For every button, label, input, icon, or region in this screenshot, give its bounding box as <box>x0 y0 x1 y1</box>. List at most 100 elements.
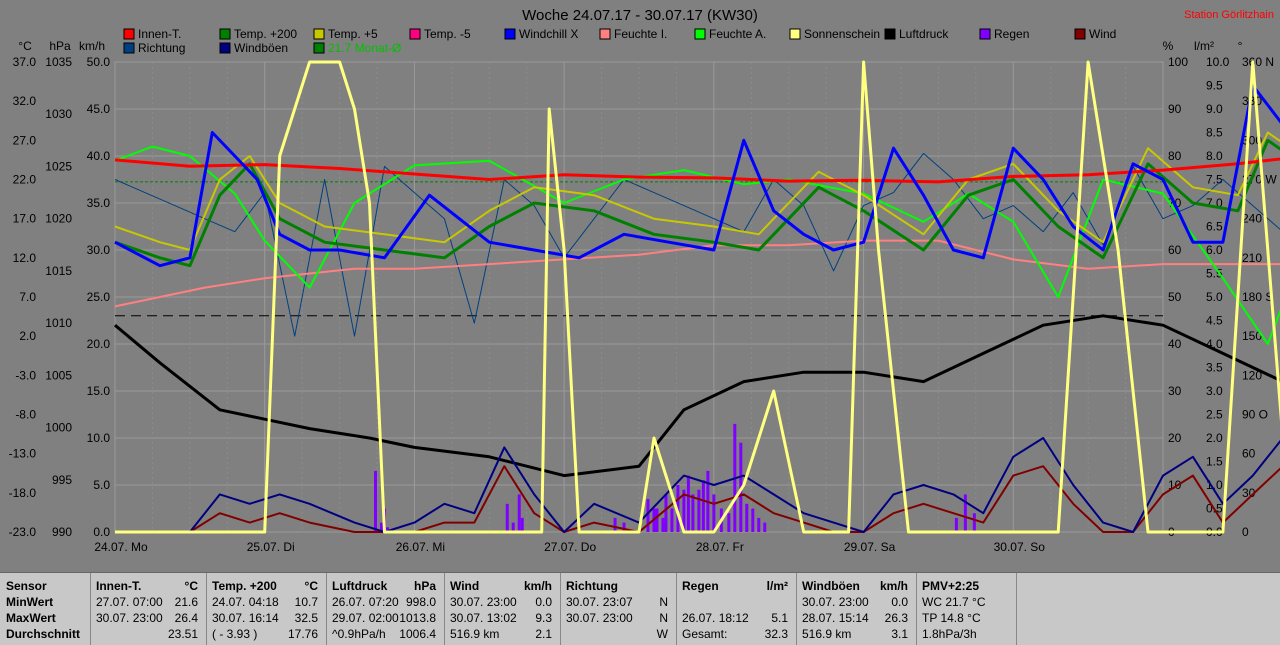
summary-cell: PMV+2:25 <box>922 579 980 593</box>
day-label: 28.07. Fr <box>696 540 744 554</box>
series-line <box>114 84 1280 268</box>
rain-bar <box>385 527 389 532</box>
summary-column: Wind km/h 30.07. 23:00 0.0 30.07. 13:02 9.3 51… <box>444 573 561 645</box>
rain-bar <box>374 470 378 532</box>
tick-dir: 240 <box>1242 212 1262 226</box>
summary-cell: MaxWert <box>6 611 56 625</box>
summary-value: 3.1 <box>891 627 908 641</box>
tick-temp: 7.0 <box>19 290 36 304</box>
tick-rain: 9.0 <box>1206 102 1223 116</box>
legend-swatch <box>979 28 991 40</box>
summary-value: l/m² <box>766 579 788 593</box>
summary-cell: Windböen <box>802 579 860 593</box>
tick-dir: 0 <box>1242 525 1249 539</box>
unit-dir: ° <box>1238 39 1243 53</box>
summary-column: Luftdruck hPa 26.07. 07:20 998.0 29.07. 02:0… <box>326 573 445 645</box>
tick-wind: 40.0 <box>87 149 111 163</box>
tick-rain: 9.5 <box>1206 79 1223 93</box>
unit-wind: km/h <box>79 39 105 53</box>
summary-value: 1006.4 <box>399 627 436 641</box>
summary-value: 17.76 <box>287 627 318 641</box>
legend-swatch <box>313 28 325 40</box>
summary-value: °C <box>304 579 318 593</box>
tick-wind: 50.0 <box>87 55 111 69</box>
tick-dir: 90 O <box>1242 408 1268 422</box>
tick-dir: 120 <box>1242 368 1262 382</box>
tick-dir: 180 S <box>1242 290 1273 304</box>
summary-column: Richtung 30.07. 23:07 N 30.07. 23:00 N W <box>560 573 677 645</box>
summary-cell: 30.07. 23:00 <box>96 611 163 625</box>
rain-bar <box>646 499 650 532</box>
summary-row: 516.9 km 2.1 <box>444 627 560 643</box>
tick-wind: 25.0 <box>87 290 111 304</box>
summary-cell: 26.07. 07:20 <box>332 595 399 609</box>
summary-cell: 30.07. 16:14 <box>212 611 279 625</box>
summary-cell: Sensor <box>6 579 47 593</box>
summary-row: MaxWert <box>0 611 90 627</box>
legend-swatch <box>123 28 135 40</box>
rain-bar <box>686 475 690 532</box>
summary-value: W <box>656 627 668 641</box>
summary-cell: Temp. +200 <box>212 579 277 593</box>
day-label: 25.07. Di <box>247 540 295 554</box>
rain-bar <box>691 494 695 532</box>
legend-swatch <box>123 42 135 54</box>
summary-value: 2.1 <box>535 627 552 641</box>
tick-press: 1000 <box>45 421 72 435</box>
summary-row: Durchschnitt <box>0 627 90 643</box>
legend-swatch <box>1074 28 1086 40</box>
tick-rain: 7.5 <box>1206 173 1223 187</box>
summary-row: 30.07. 23:00 26.4 <box>90 611 206 627</box>
summary-row: 29.07. 02:00 1013.8 <box>326 611 444 627</box>
tick-temp: 2.0 <box>19 329 36 343</box>
legend-swatch <box>219 42 231 54</box>
summary-value: 21.6 <box>174 595 198 609</box>
summary-cell: 30.07. 23:00 <box>566 611 633 625</box>
tick-press: 1030 <box>45 107 72 121</box>
tick-rain: 10.0 <box>1206 55 1230 69</box>
tick-rain: 5.5 <box>1206 267 1223 281</box>
summary-row: Wind km/h <box>444 579 560 595</box>
legend-label: Feuchte I. <box>614 27 667 41</box>
summary-row: 30.07. 16:14 32.5 <box>206 611 326 627</box>
legend-swatch <box>504 28 516 40</box>
summary-cell: 1.8hPa/3h <box>922 627 977 641</box>
day-label: 27.07. Do <box>544 540 596 554</box>
rain-bar <box>954 517 958 532</box>
summary-row: Luftdruck hPa <box>326 579 444 595</box>
summary-table: Sensor MinWert MaxWert Durchschnitt Innen-T.… <box>0 572 1280 645</box>
tick-dir: 60 <box>1242 447 1256 461</box>
summary-cell: 516.9 km <box>450 627 500 641</box>
tick-temp: 37.0 <box>13 55 37 69</box>
rain-bar <box>697 489 701 532</box>
legend-swatch <box>313 42 325 54</box>
summary-cell: 27.07. 07:00 <box>96 595 163 609</box>
tick-wind: 45.0 <box>87 102 111 116</box>
series-line <box>114 314 1280 478</box>
summary-cell: 30.07. 23:00 <box>450 595 517 609</box>
tick-pct: 60 <box>1168 243 1182 257</box>
summary-column: Innen-T. °C 27.07. 07:00 21.6 30.07. 23:00 26… <box>90 573 207 645</box>
summary-row: ^0.9hPa/h 1006.4 <box>326 627 444 643</box>
tick-temp: -13.0 <box>9 447 37 461</box>
tick-press: 1025 <box>45 159 72 173</box>
summary-row: Temp. +200 °C <box>206 579 326 595</box>
summary-row: PMV+2:25 <box>916 579 1016 595</box>
tick-dir: 30 <box>1242 486 1256 500</box>
summary-cell: Gesamt: <box>682 627 728 641</box>
summary-value: 32.5 <box>294 611 318 625</box>
unit-press: hPa <box>49 39 71 53</box>
legend-label: Sonnenschein <box>804 27 880 41</box>
summary-column: Sensor MinWert MaxWert Durchschnitt <box>0 573 91 645</box>
tick-press: 990 <box>52 525 72 539</box>
summary-row <box>676 595 796 611</box>
legend-label: Windchill X <box>519 27 578 41</box>
summary-value: 23.51 <box>167 627 198 641</box>
tick-pct: 40 <box>1168 337 1182 351</box>
tick-temp: -18.0 <box>9 486 37 500</box>
summary-row: 28.07. 15:14 26.3 <box>796 611 916 627</box>
day-label: 29.07. Sa <box>844 540 896 554</box>
tick-temp: -3.0 <box>15 368 36 382</box>
series-line <box>114 157 1280 184</box>
summary-value: 998.0 <box>405 595 436 609</box>
